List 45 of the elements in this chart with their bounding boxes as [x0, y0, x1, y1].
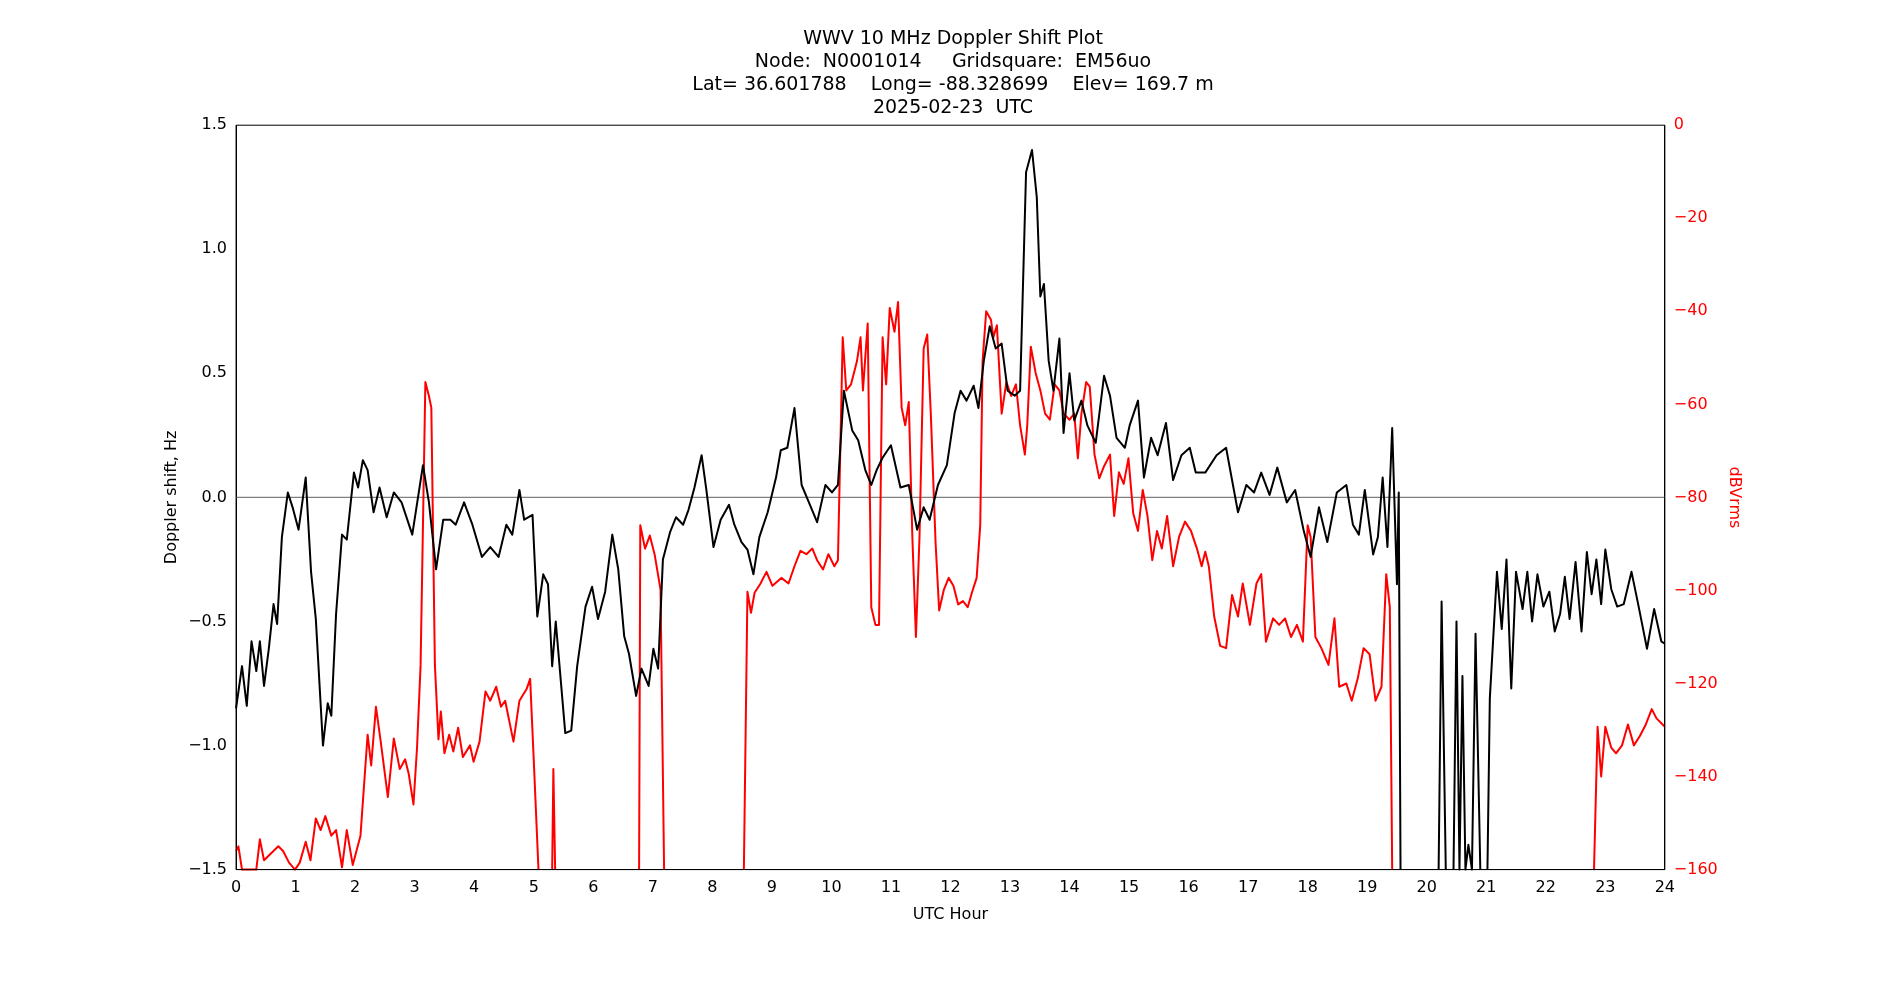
- y2-tick-label: −100: [1673, 579, 1718, 599]
- y-tick-label: −1.5: [188, 858, 228, 878]
- x-tick-label: 5: [528, 877, 539, 897]
- x-tick-label: 23: [1595, 877, 1616, 897]
- x-tick-label: 24: [1654, 877, 1676, 897]
- chart-title: WWV 10 MHz Doppler Shift Plot Node: N0001014 Gridsquare: EM56uo Lat= 36.601788 Long= -88.328699 Elev= 169.7 m 2025-02-23 UTC: [692, 26, 1214, 117]
- x-tick-label: 2: [350, 877, 361, 897]
- y-tick-label: 0.0: [201, 486, 228, 506]
- y2-tick-label: −40: [1673, 300, 1708, 320]
- x-tick-label: 11: [880, 877, 902, 897]
- x-tick-label: 22: [1535, 877, 1556, 897]
- y-tick-label: −1.0: [188, 734, 228, 754]
- x-tick-label: 12: [940, 877, 961, 897]
- y-axis-title: Doppler shift, Hz: [160, 430, 180, 565]
- x-tick-label: 17: [1237, 877, 1259, 897]
- x-tick-label: 7: [647, 877, 658, 897]
- x-tick-label: 14: [1059, 877, 1080, 897]
- x-tick-label: 19: [1357, 877, 1378, 897]
- x-tick-label: 10: [821, 877, 842, 897]
- y2-tick-label: −80: [1673, 486, 1708, 506]
- x-tick-label: 15: [1118, 877, 1140, 897]
- y2-axis-title: dBVrms: [1726, 466, 1746, 529]
- x-axis-title: UTC Hour: [912, 903, 989, 923]
- x-tick-label: 8: [707, 877, 718, 897]
- y2-tick-label: −160: [1673, 858, 1718, 878]
- x-tick-label: 21: [1476, 877, 1497, 897]
- x-tick-label: 13: [999, 877, 1021, 897]
- x-tick-label: 9: [766, 877, 777, 897]
- x-tick-label: 6: [588, 877, 599, 897]
- x-tick-label: 4: [469, 877, 480, 897]
- x-tick-label: 1: [290, 877, 301, 897]
- x-tick-label: 16: [1178, 877, 1199, 897]
- y2-tick-label: −60: [1673, 393, 1708, 413]
- y-tick-label: 1.0: [201, 238, 228, 258]
- y2-tick-label: −120: [1673, 672, 1718, 692]
- y-tick-label: 0.5: [201, 362, 228, 382]
- y2-tick-label: −140: [1673, 765, 1718, 785]
- x-tick-label: 18: [1297, 877, 1318, 897]
- y2-tick-label: 0: [1673, 114, 1685, 134]
- y-tick-label: −0.5: [188, 610, 228, 630]
- x-tick-label: 20: [1416, 877, 1437, 897]
- x-tick-label: 0: [230, 877, 242, 897]
- y2-tick-label: −20: [1673, 207, 1708, 227]
- y-tick-label: 1.5: [201, 114, 228, 134]
- x-tick-label: 3: [409, 877, 420, 897]
